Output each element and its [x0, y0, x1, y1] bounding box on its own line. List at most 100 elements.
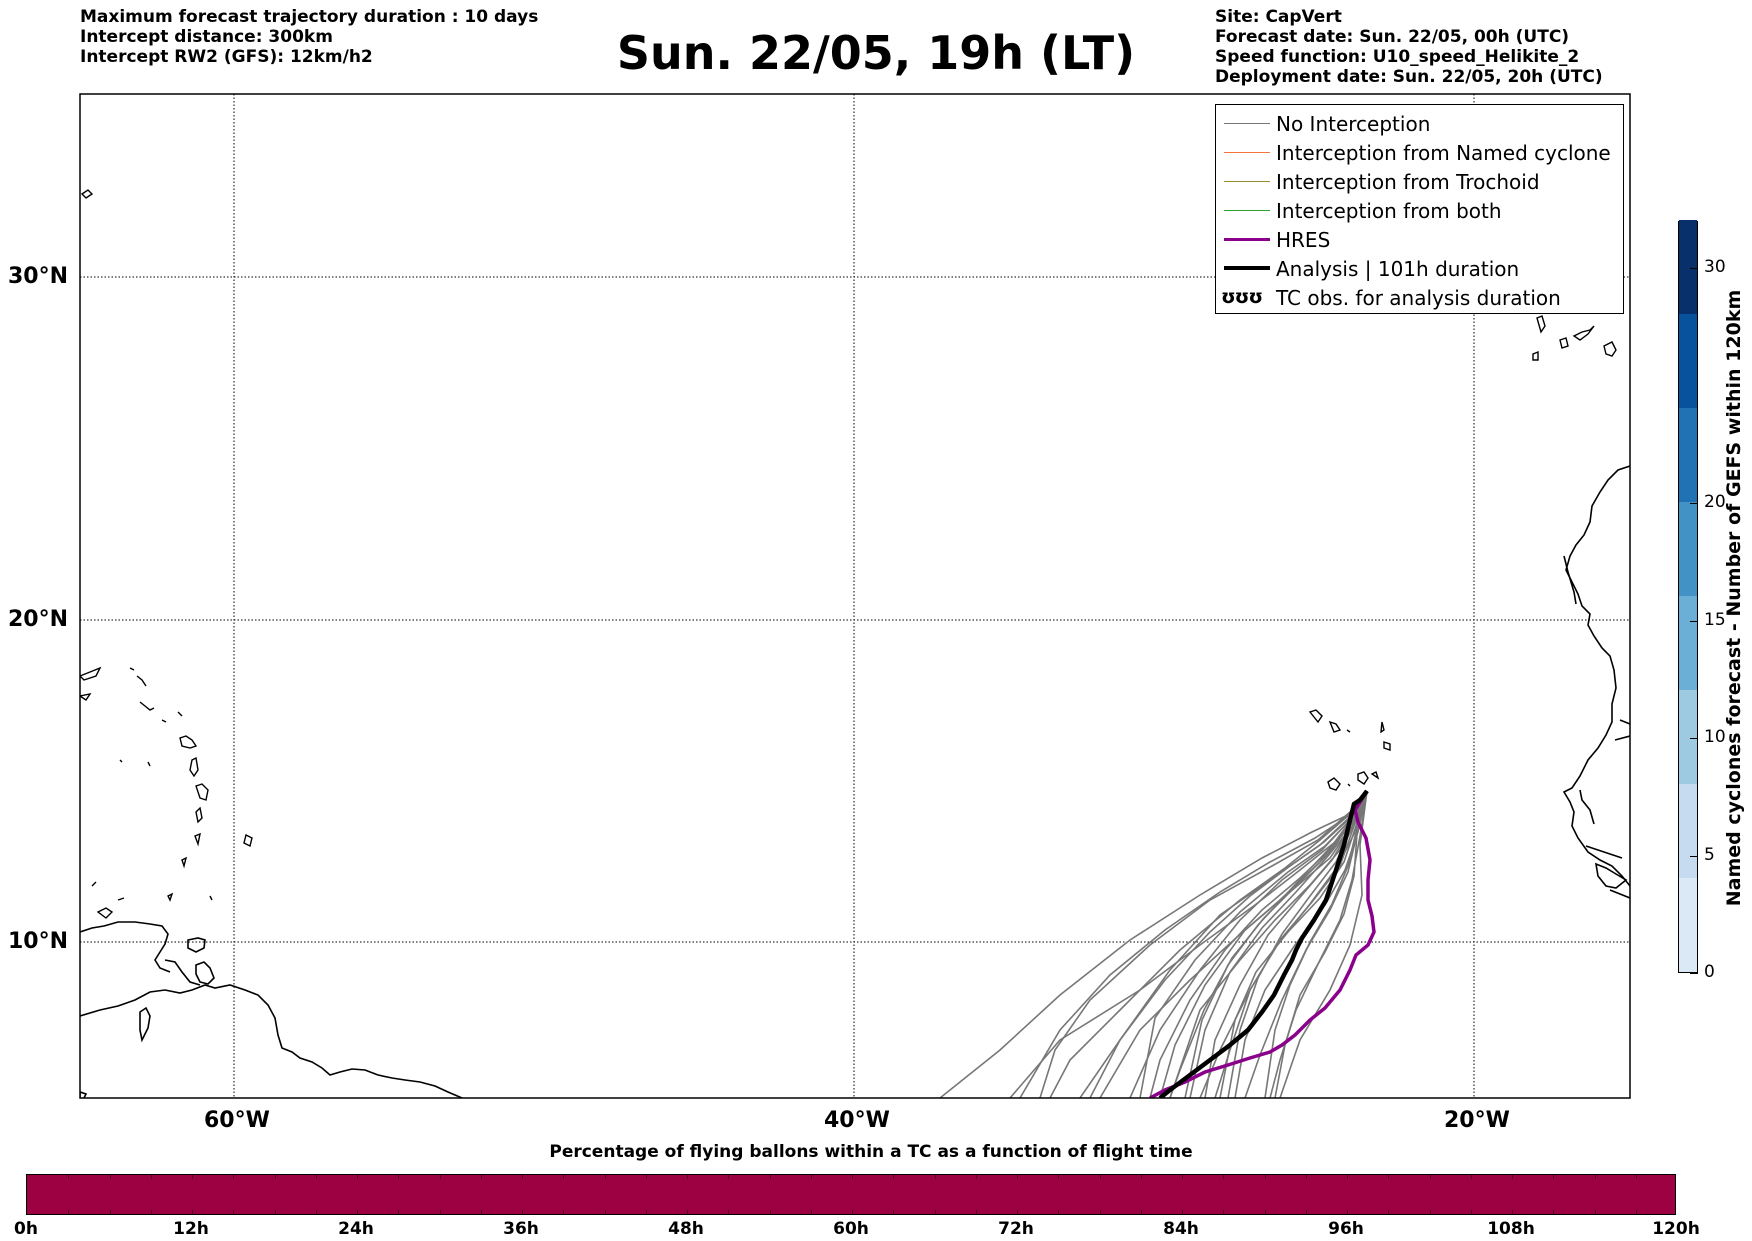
colorbar-division — [192, 1175, 193, 1179]
colorbar-division — [522, 1210, 523, 1214]
map-legend: No Interception Interception from Named … — [1215, 104, 1624, 314]
header-right-line: Forecast date: Sun. 22/05, 00h (UTC) — [1215, 27, 1570, 47]
colorbar-tick-mark — [1690, 620, 1698, 622]
lon-label: 20°W — [1444, 1108, 1510, 1133]
legend-line-swatch — [1224, 210, 1270, 211]
cyclone-count-colorbar — [1678, 220, 1698, 973]
colorbar-division — [1553, 1210, 1555, 1214]
flight-time-colorbar — [26, 1174, 1676, 1215]
legend-item: Interception from Trochoid — [1216, 167, 1623, 196]
colorbar-division — [1512, 1210, 1513, 1214]
colorbar-division — [439, 1175, 441, 1179]
colorbar-tick-label: 15 — [1704, 609, 1726, 630]
colorbar-division — [728, 1175, 730, 1179]
colorbar-division — [1058, 1175, 1060, 1179]
coastline-canary-islands — [1532, 315, 1617, 361]
legend-item: No Interception — [1216, 109, 1623, 138]
coastline-africa — [1562, 465, 1630, 899]
colorbar-division — [1305, 1210, 1307, 1214]
legend-item: HRES — [1216, 225, 1623, 254]
colorbar-division — [1553, 1175, 1555, 1179]
flight-time-tick-label: 96h — [1328, 1219, 1364, 1239]
colorbar-division — [398, 1210, 400, 1214]
legend-label: No Interception — [1276, 112, 1431, 136]
colorbar-tick-label: 5 — [1704, 844, 1715, 865]
colorbar-division — [274, 1175, 276, 1179]
flight-time-tick-label: 108h — [1487, 1219, 1535, 1239]
colorbar-division — [150, 1210, 152, 1214]
colorbar-division — [274, 1210, 276, 1214]
flight-time-colorbar-title: Percentage of flying ballons within a TC… — [549, 1142, 1193, 1162]
hres-trajectory — [1149, 790, 1376, 1098]
colorbar-division — [357, 1175, 358, 1179]
colorbar-division — [150, 1175, 152, 1179]
legend-item: Analysis | 101h duration — [1216, 254, 1623, 283]
legend-line-swatch — [1224, 152, 1270, 153]
colorbar-division — [233, 1210, 235, 1214]
colorbar-division — [1512, 1175, 1513, 1179]
colorbar-tick-mark — [1690, 503, 1698, 504]
legend-label: Interception from Trochoid — [1276, 170, 1540, 194]
lat-label: 20°N — [8, 607, 69, 632]
legend-label: TC obs. for analysis duration — [1276, 286, 1561, 310]
colorbar-division — [398, 1175, 400, 1179]
colorbar-division — [1470, 1210, 1472, 1214]
colorbar-division — [604, 1210, 606, 1214]
colorbar-division — [1429, 1175, 1431, 1179]
tc-obs-symbol-icon: ʊʊʊ — [1221, 286, 1263, 308]
colorbar-division — [1347, 1210, 1348, 1214]
map-frame — [79, 93, 1631, 1099]
colorbar-tick-label: 0 — [1704, 962, 1715, 982]
colorbar-division — [1140, 1175, 1142, 1179]
header-info-right: Site: CapVert Forecast date: Sun. 22/05,… — [1215, 7, 1603, 87]
legend-item: ʊʊʊ TC obs. for analysis duration — [1216, 283, 1623, 312]
colorbar-division — [233, 1175, 235, 1179]
colorbar-division — [1635, 1210, 1637, 1214]
lat-label: 10°N — [8, 929, 69, 954]
flight-time-tick-label: 12h — [173, 1219, 209, 1239]
colorbar-division — [68, 1175, 70, 1179]
header-left-line: Maximum forecast trajectory duration : 1… — [80, 7, 539, 27]
colorbar-band — [1679, 878, 1697, 972]
colorbar-division — [1182, 1210, 1183, 1214]
colorbar-tick-mark — [1690, 268, 1698, 269]
header-right-line: Deployment date: Sun. 22/05, 20h (UTC) — [1215, 67, 1603, 87]
lat-label: 30°N — [8, 264, 69, 289]
header-right-line: Speed function: U10_speed_Helikite_2 — [1215, 47, 1580, 67]
colorbar-division — [852, 1210, 853, 1214]
colorbar-division — [810, 1210, 812, 1214]
colorbar-division — [480, 1175, 482, 1179]
colorbar-division — [1470, 1175, 1472, 1179]
legend-item: Interception from both — [1216, 196, 1623, 225]
colorbar-division — [810, 1175, 812, 1179]
colorbar-tick-mark — [1690, 973, 1698, 974]
colorbar-division — [1305, 1175, 1307, 1179]
legend-label: Interception from Named cyclone — [1276, 141, 1611, 165]
colorbar-division — [109, 1210, 111, 1214]
colorbar-division — [192, 1210, 193, 1214]
legend-label: Analysis | 101h duration — [1276, 257, 1520, 281]
colorbar-division — [687, 1210, 688, 1214]
flight-time-tick-label: 48h — [668, 1219, 704, 1239]
colorbar-division — [1140, 1210, 1142, 1214]
ensemble-trajectories — [939, 790, 1368, 1098]
colorbar-band — [1679, 408, 1697, 502]
colorbar-tick-mark — [1690, 738, 1698, 739]
colorbar-division — [1182, 1175, 1183, 1179]
colorbar-tick-label: 10 — [1704, 727, 1726, 747]
colorbar-division — [604, 1175, 606, 1179]
header-info-left: Maximum forecast trajectory duration : 1… — [80, 7, 538, 67]
colorbar-tick-mark — [1690, 855, 1698, 857]
colorbar-division — [645, 1210, 647, 1214]
colorbar-division — [68, 1210, 70, 1214]
colorbar-tick-label: 20 — [1704, 492, 1726, 512]
colorbar-division — [1058, 1210, 1060, 1214]
colorbar-division — [769, 1175, 771, 1179]
colorbar-division — [728, 1210, 730, 1214]
flight-time-tick-label: 60h — [833, 1219, 869, 1239]
lon-label: 60°W — [204, 1108, 270, 1133]
colorbar-division — [1099, 1175, 1101, 1179]
legend-label: Interception from both — [1276, 199, 1502, 223]
colorbar-division — [357, 1210, 358, 1214]
